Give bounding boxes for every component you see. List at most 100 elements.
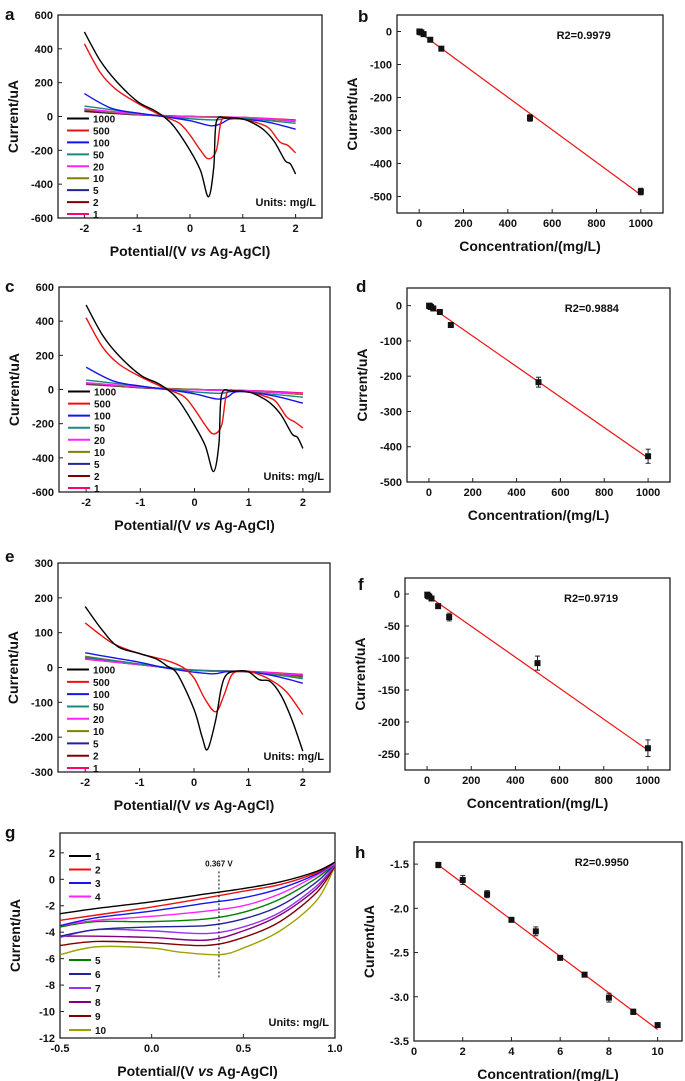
- x-tick-label: 0.0: [144, 1043, 159, 1055]
- y-tick-label: 0: [396, 301, 402, 313]
- y-tick-label: -4: [45, 927, 56, 939]
- y-tick-label: -100: [370, 60, 392, 72]
- y-tick-label: -100: [31, 697, 53, 709]
- x-tick-label: 1000: [636, 775, 660, 787]
- x-tick-label: 1000: [629, 218, 653, 230]
- y-tick-label: -400: [380, 442, 402, 454]
- legend-label: 20: [93, 715, 105, 726]
- x-axis-label: Potential/(V vs Ag-AgCl): [110, 243, 271, 259]
- y-axis-label: Current/uA: [6, 353, 22, 426]
- y-tick-label: -500: [380, 477, 402, 489]
- y-tick-label: 600: [36, 282, 54, 294]
- x-tick-label: 600: [551, 487, 569, 499]
- y-tick-label: -200: [32, 419, 54, 431]
- x-tick-label: 200: [462, 775, 480, 787]
- y-tick-label: -250: [378, 749, 400, 761]
- y-tick-label: -2.5: [390, 948, 409, 960]
- x-tick-label: 200: [454, 218, 472, 230]
- panel-label: c: [5, 277, 14, 296]
- r-squared-annotation: R2=0.9719: [564, 593, 618, 605]
- data-point: [557, 954, 564, 961]
- x-tick-label: 0.5: [236, 1043, 251, 1055]
- series-line-500: [84, 622, 304, 715]
- data-point: [428, 595, 435, 602]
- data-point: [459, 877, 466, 884]
- units-annotation: Units: mg/L: [264, 471, 325, 483]
- data-point: [630, 1008, 637, 1015]
- x-tick-label: 0: [426, 487, 432, 499]
- x-axis-label: Concentration/(mg/L): [459, 238, 601, 254]
- y-axis-label: Current/uA: [5, 80, 21, 153]
- y-tick-label: -50: [384, 621, 400, 633]
- y-tick-label: -100: [378, 653, 400, 665]
- y-tick-label: -300: [380, 406, 402, 418]
- data-point: [447, 322, 454, 329]
- y-tick-label: 200: [36, 350, 54, 362]
- y-tick-label: -100: [380, 336, 402, 348]
- legend-label: 50: [93, 150, 105, 161]
- legend-label: 6: [95, 970, 101, 981]
- data-point: [438, 45, 445, 52]
- data-point: [645, 453, 652, 460]
- y-tick-label: 0: [49, 874, 55, 886]
- legend-label: 500: [93, 126, 110, 137]
- units-annotation: Units: mg/L: [256, 197, 317, 209]
- series-line-500: [83, 43, 297, 160]
- series-line-4: [60, 862, 335, 927]
- legend-label: 20: [94, 436, 106, 447]
- y-tick-label: -300: [370, 126, 392, 138]
- x-tick-label: 0: [191, 497, 197, 509]
- y-tick-label: -12: [39, 1033, 55, 1045]
- legend-label: 2: [94, 472, 100, 483]
- plot-frame: [59, 832, 336, 1039]
- r-squared-annotation: R2=0.9950: [575, 857, 629, 869]
- x-tick-label: 0: [411, 1046, 417, 1058]
- y-tick-label: -500: [370, 192, 392, 204]
- x-tick-label: 1.0: [327, 1043, 342, 1055]
- data-point: [430, 305, 437, 312]
- data-point: [484, 891, 491, 898]
- x-tick-label: 10: [652, 1046, 664, 1058]
- x-tick-label: 200: [464, 487, 482, 499]
- r-squared-annotation: R2=0.9979: [557, 30, 611, 42]
- legend-label: 10: [93, 174, 105, 185]
- legend-label: 8: [95, 998, 101, 1009]
- series-line-50: [85, 656, 303, 680]
- y-tick-label: -200: [380, 371, 402, 383]
- x-tick-label: -2: [80, 777, 90, 789]
- y-tick-label: 600: [35, 10, 53, 22]
- x-tick-label: -2: [80, 223, 90, 235]
- y-tick-label: 0: [47, 663, 53, 675]
- x-tick-label: 400: [506, 775, 524, 787]
- panel-d: d 0 200 400 600 800 1000 -500 -400 -300 -200 -100 0 C…: [354, 277, 671, 523]
- y-axis-label: Current/uA: [354, 348, 370, 421]
- y-tick-label: -1.5: [390, 859, 409, 871]
- legend-label: 4: [95, 893, 101, 904]
- y-tick-label: 300: [35, 558, 53, 570]
- legend-label: 7: [95, 984, 101, 995]
- x-tick-label: 600: [543, 218, 561, 230]
- series-line-9: [60, 865, 335, 947]
- legend-label: 5: [94, 460, 100, 471]
- data-point: [534, 660, 541, 667]
- x-tick-label: 4: [508, 1046, 515, 1058]
- y-tick-label: -600: [31, 213, 53, 225]
- x-tick-label: -1: [135, 777, 145, 789]
- y-tick-label: -150: [378, 685, 400, 697]
- peak-marker-label: 0.367 V: [205, 859, 233, 868]
- data-point: [532, 928, 539, 935]
- y-axis-label: Current/uA: [5, 631, 21, 704]
- legend-label: 2: [95, 866, 101, 877]
- y-axis-label: Current/uA: [352, 637, 368, 710]
- x-tick-label: 800: [595, 487, 613, 499]
- x-tick-label: -1: [135, 497, 145, 509]
- series-line-2: [60, 861, 335, 921]
- legend-label: 5: [93, 739, 99, 750]
- y-tick-label: -3.0: [390, 992, 409, 1004]
- data-point: [435, 603, 442, 610]
- y-tick-label: 2: [49, 848, 55, 860]
- panel-h: h 0 2 4 6 8 10 -3.5 -3.0 -2.5 -2.0 -1.5 Concentratio…: [355, 841, 683, 1081]
- data-point: [527, 114, 533, 121]
- x-tick-label: -1: [132, 223, 142, 235]
- x-axis-label: Potential/(V vs Ag-AgCl): [117, 1063, 278, 1079]
